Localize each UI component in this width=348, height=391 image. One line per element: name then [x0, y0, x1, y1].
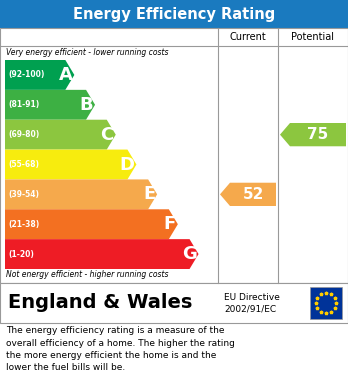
Text: F: F	[164, 215, 176, 233]
Text: A: A	[58, 66, 72, 84]
Polygon shape	[5, 179, 157, 209]
Text: England & Wales: England & Wales	[8, 294, 192, 312]
Text: D: D	[119, 156, 134, 174]
Polygon shape	[5, 150, 136, 179]
Bar	[0, 283, 348, 323]
Text: Very energy efficient - lower running costs: Very energy efficient - lower running co…	[6, 48, 168, 57]
Polygon shape	[280, 123, 346, 146]
Text: Energy Efficiency Rating: Energy Efficiency Rating	[73, 7, 275, 22]
Text: 75: 75	[307, 127, 329, 142]
Text: (39-54): (39-54)	[8, 190, 39, 199]
Text: The energy efficiency rating is a measure of the
overall efficiency of a home. T: The energy efficiency rating is a measur…	[6, 326, 235, 373]
Text: G: G	[182, 245, 197, 263]
Text: B: B	[79, 96, 93, 114]
Text: Potential: Potential	[292, 32, 334, 42]
Bar	[0, 28, 348, 283]
Text: 52: 52	[242, 187, 264, 202]
Text: Not energy efficient - higher running costs: Not energy efficient - higher running co…	[6, 270, 168, 279]
Text: Current: Current	[230, 32, 266, 42]
Text: E: E	[143, 185, 155, 203]
Polygon shape	[5, 90, 95, 120]
Polygon shape	[5, 60, 74, 90]
Text: EU Directive
2002/91/EC: EU Directive 2002/91/EC	[224, 292, 280, 314]
Text: (92-100): (92-100)	[8, 70, 45, 79]
Text: (81-91): (81-91)	[8, 100, 39, 109]
Text: C: C	[101, 126, 114, 143]
Polygon shape	[220, 183, 276, 206]
Text: (21-38): (21-38)	[8, 220, 39, 229]
Text: (55-68): (55-68)	[8, 160, 39, 169]
Text: (1-20): (1-20)	[8, 249, 34, 258]
Bar	[0, 0, 348, 28]
Polygon shape	[5, 120, 116, 150]
Polygon shape	[5, 209, 178, 239]
Text: (69-80): (69-80)	[8, 130, 39, 139]
Polygon shape	[5, 239, 199, 269]
Bar	[310, 287, 342, 319]
